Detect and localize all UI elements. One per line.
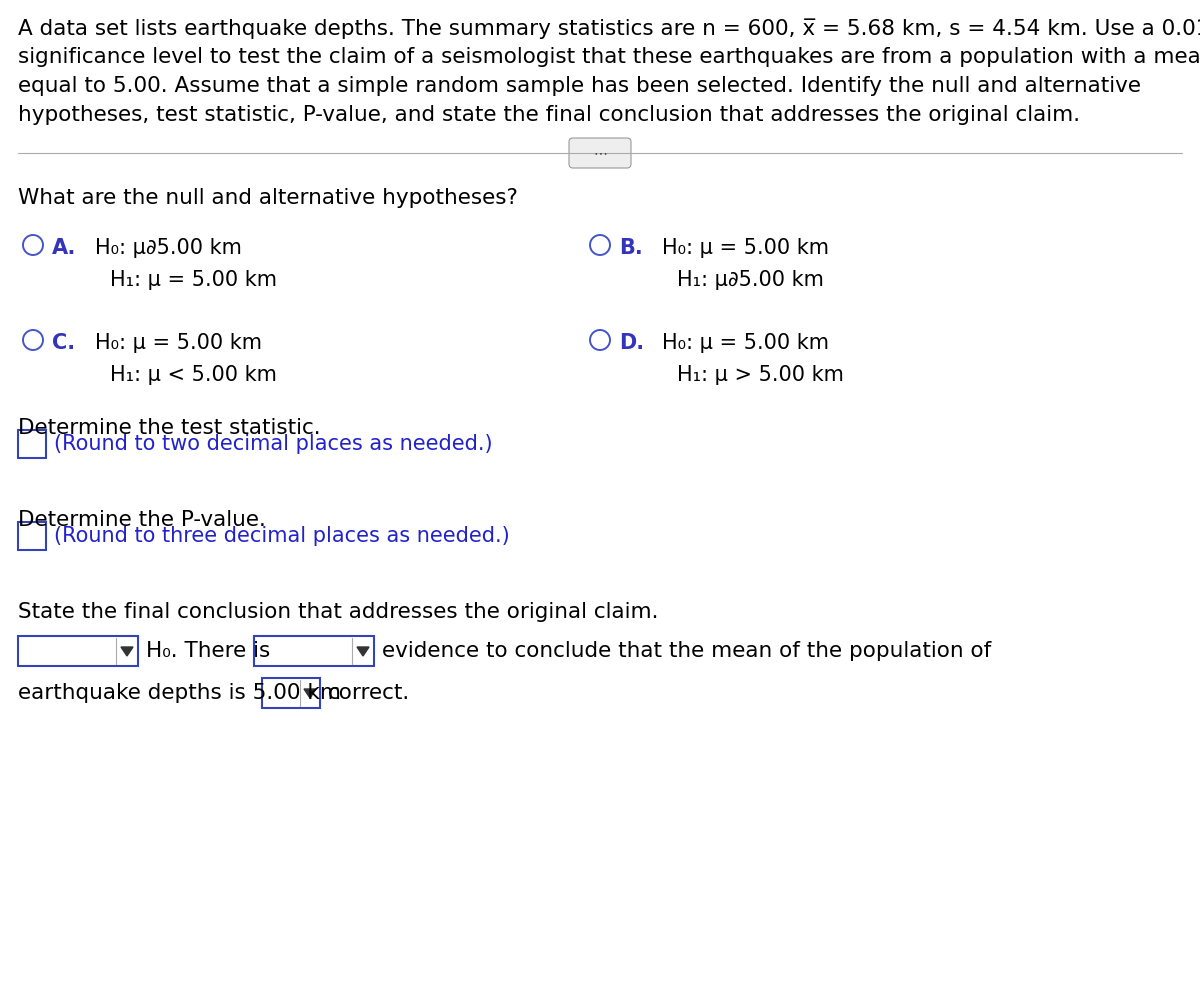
- Text: H₀: μ = 5.00 km: H₀: μ = 5.00 km: [662, 333, 829, 353]
- FancyBboxPatch shape: [569, 138, 631, 168]
- Text: C.: C.: [52, 333, 76, 353]
- Text: H₀. There is: H₀. There is: [146, 641, 270, 661]
- FancyBboxPatch shape: [18, 430, 46, 458]
- Text: equal to 5.00. Assume that a simple random sample has been selected. Identify th: equal to 5.00. Assume that a simple rand…: [18, 76, 1141, 96]
- FancyBboxPatch shape: [254, 636, 374, 666]
- Text: H₀: μ = 5.00 km: H₀: μ = 5.00 km: [95, 333, 262, 353]
- Polygon shape: [358, 647, 370, 656]
- Text: H₀: μ = 5.00 km: H₀: μ = 5.00 km: [662, 238, 829, 258]
- Text: hypotheses, test statistic, P-value, and state the final conclusion that address: hypotheses, test statistic, P-value, and…: [18, 105, 1080, 125]
- Text: (Round to three decimal places as needed.): (Round to three decimal places as needed…: [54, 526, 510, 546]
- Text: What are the null and alternative hypotheses?: What are the null and alternative hypoth…: [18, 188, 518, 208]
- Text: D.: D.: [619, 333, 644, 353]
- Text: H₁: μ < 5.00 km: H₁: μ < 5.00 km: [110, 365, 277, 385]
- Text: B.: B.: [619, 238, 643, 258]
- Text: Determine the P-value.: Determine the P-value.: [18, 510, 266, 530]
- Text: ⋯: ⋯: [593, 146, 607, 160]
- Text: (Round to two decimal places as needed.): (Round to two decimal places as needed.): [54, 434, 493, 454]
- Text: correct.: correct.: [328, 683, 410, 703]
- Text: State the final conclusion that addresses the original claim.: State the final conclusion that addresse…: [18, 602, 659, 622]
- Text: earthquake depths is 5.00 km: earthquake depths is 5.00 km: [18, 683, 341, 703]
- Text: H₁: μ = 5.00 km: H₁: μ = 5.00 km: [110, 270, 277, 290]
- FancyBboxPatch shape: [262, 678, 320, 708]
- Text: significance level to test the claim of a seismologist that these earthquakes ar: significance level to test the claim of …: [18, 47, 1200, 67]
- FancyBboxPatch shape: [18, 522, 46, 550]
- FancyBboxPatch shape: [18, 636, 138, 666]
- Text: A.: A.: [52, 238, 77, 258]
- Polygon shape: [121, 647, 133, 656]
- Text: evidence to conclude that the mean of the population of: evidence to conclude that the mean of th…: [382, 641, 991, 661]
- Text: Determine the test statistic.: Determine the test statistic.: [18, 418, 320, 438]
- Text: H₁: μ∂5.00 km: H₁: μ∂5.00 km: [677, 270, 824, 290]
- Text: A data set lists earthquake depths. The summary statistics are n = 600, x̅ = 5.6: A data set lists earthquake depths. The …: [18, 18, 1200, 38]
- Polygon shape: [304, 689, 316, 698]
- Text: H₀: μ∂5.00 km: H₀: μ∂5.00 km: [95, 238, 242, 258]
- Text: H₁: μ > 5.00 km: H₁: μ > 5.00 km: [677, 365, 844, 385]
